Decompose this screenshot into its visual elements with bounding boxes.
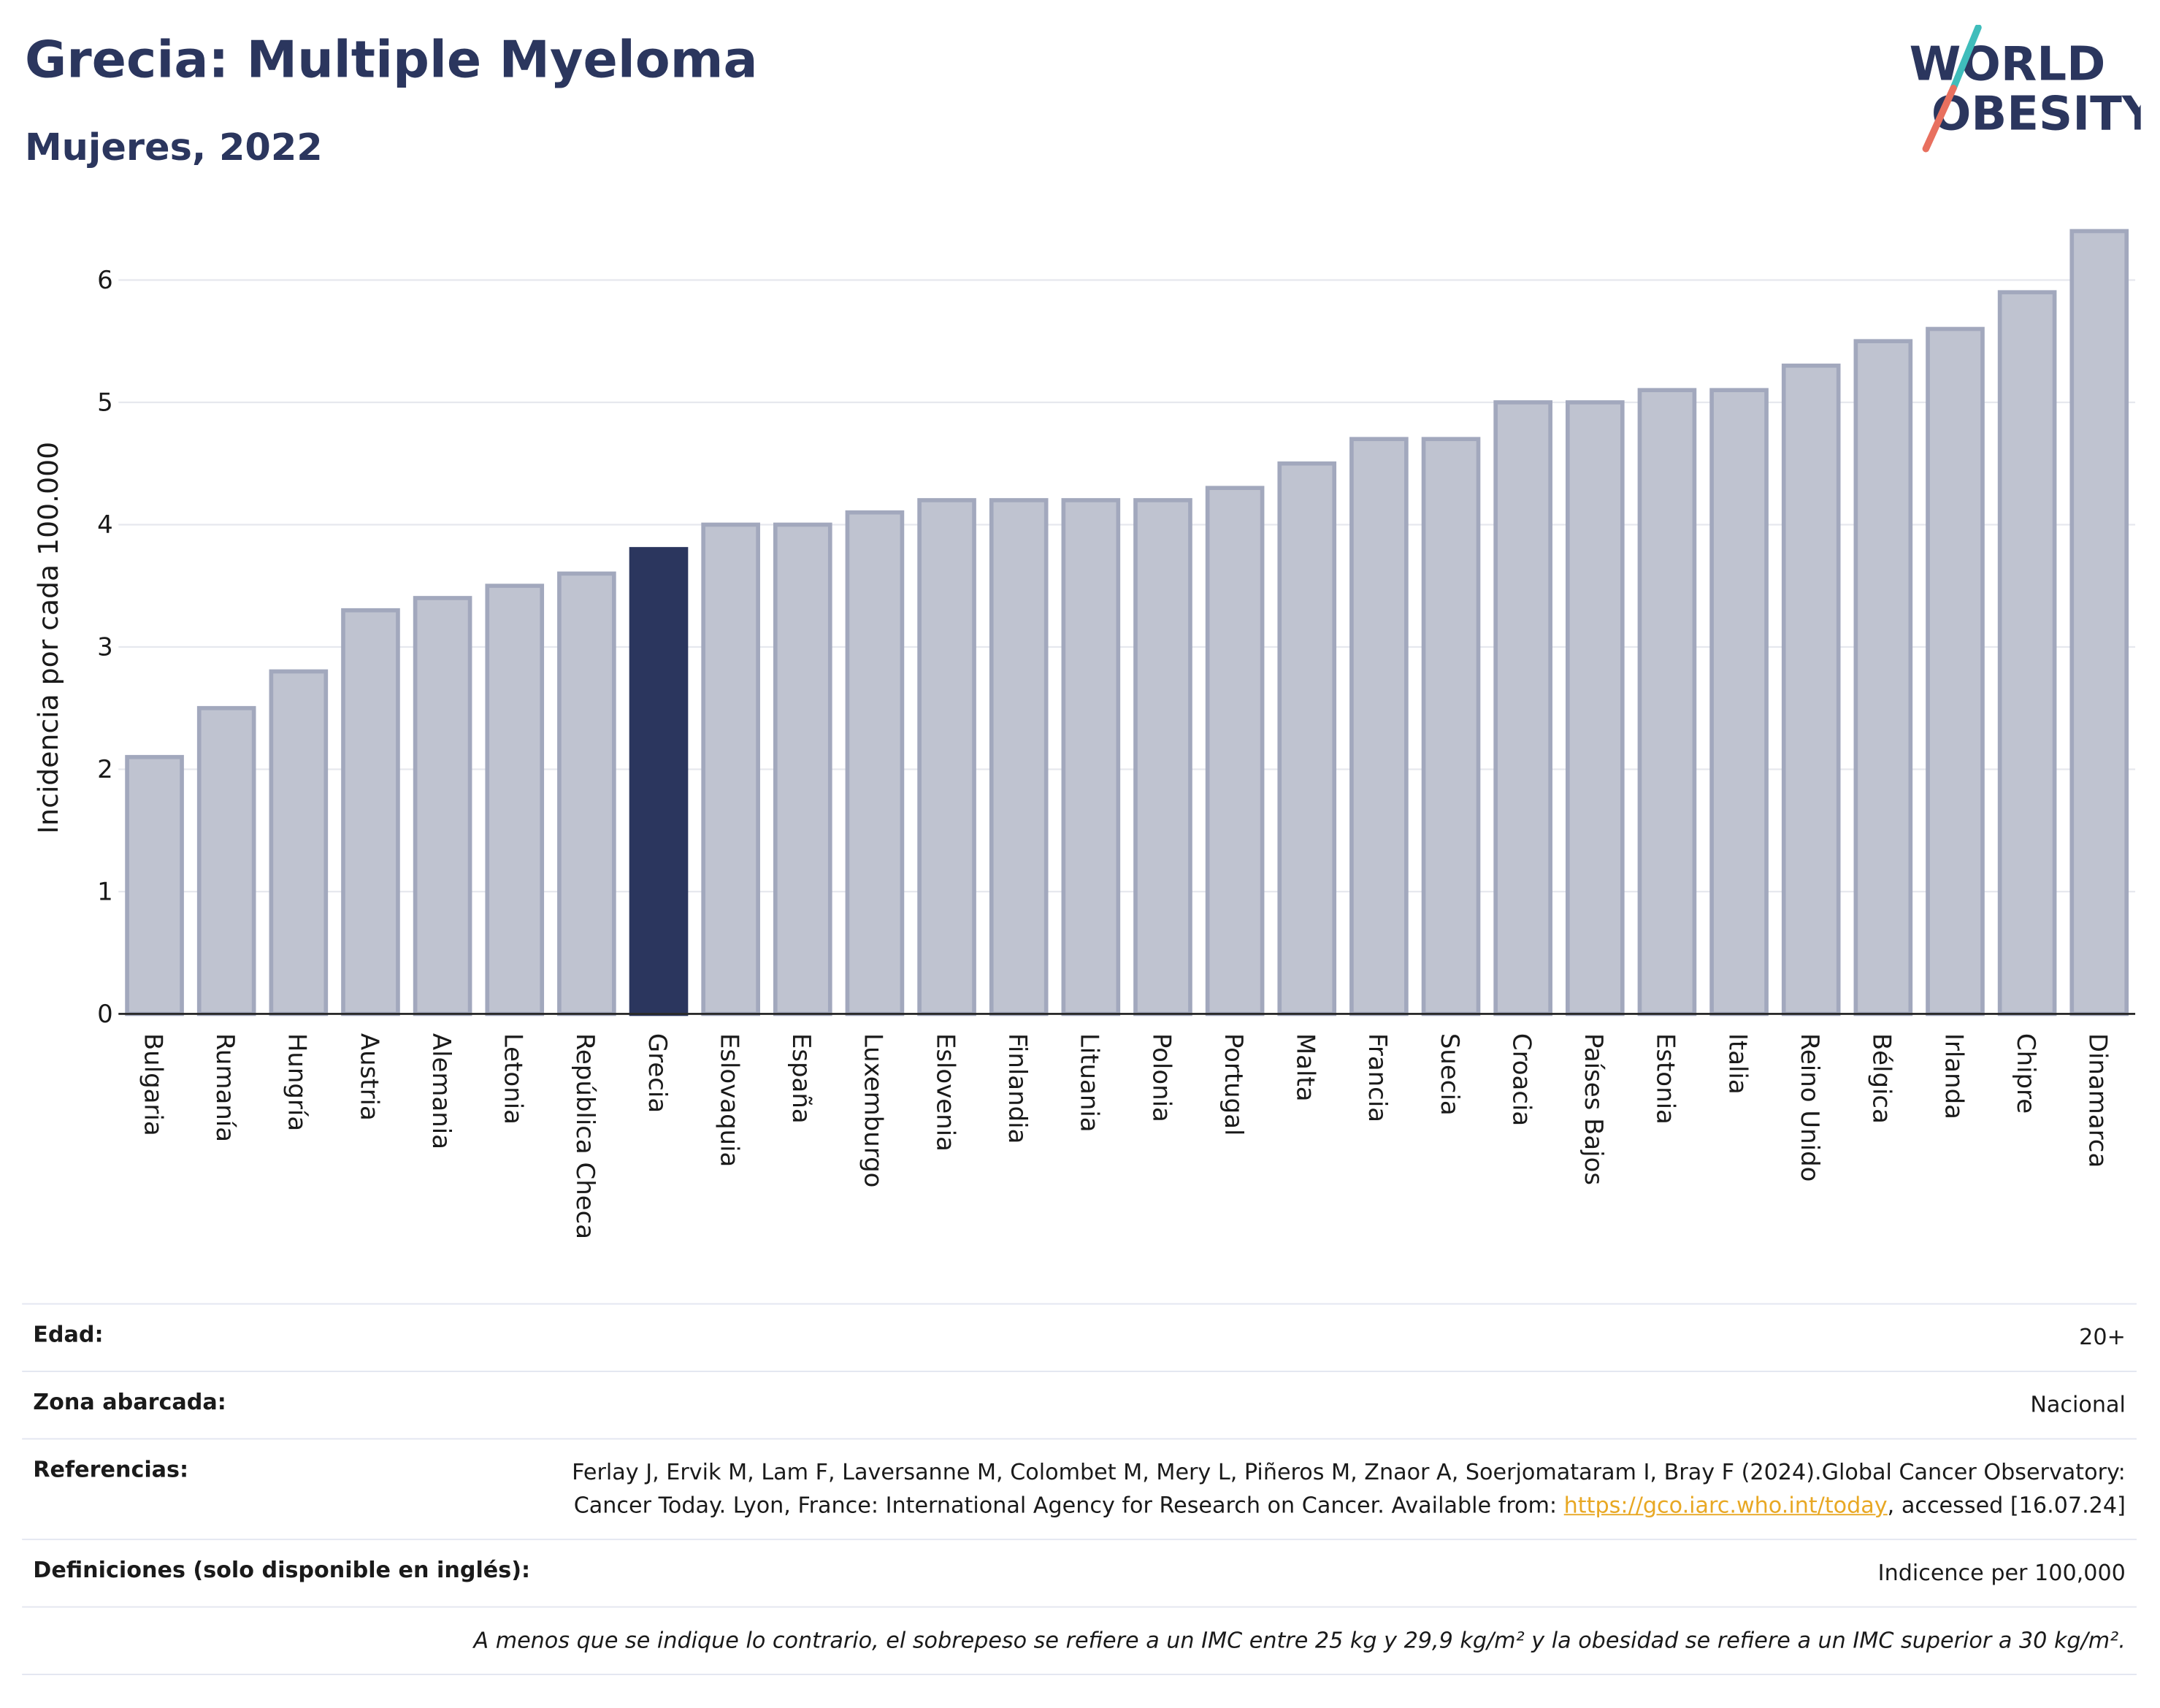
references-accessed: , accessed [16.07.24] [1887, 1492, 2126, 1518]
x-tick-label: Alemania [426, 1033, 456, 1149]
x-tick-label: Italia [1723, 1033, 1752, 1095]
references-text: Ferlay J, Ervik M, Lam F, Laversanne M, … [572, 1458, 2126, 1518]
info-row-definitions: Definiciones (solo disponible en inglés)… [22, 1539, 2137, 1606]
x-tick-label: Irlanda [1939, 1033, 1968, 1119]
definitions-label: Definiciones (solo disponible en inglés)… [33, 1556, 531, 1583]
x-tick-label: Dinamarca [2083, 1033, 2113, 1168]
bar [125, 754, 184, 1016]
bar [1926, 326, 1985, 1016]
bar [1493, 400, 1552, 1016]
x-tick-label: Eslovenia [930, 1033, 960, 1152]
bar [1061, 498, 1121, 1016]
x-tick-label: Hungría [283, 1033, 312, 1131]
bar [485, 583, 545, 1016]
info-table: Edad: 20+ Zona abarcada: Nacional Refere… [22, 1303, 2137, 1675]
bar [1421, 437, 1481, 1016]
page-subtitle: Mujeres, 2022 [24, 126, 323, 170]
bar [1709, 388, 1769, 1016]
area-label: Zona abarcada: [33, 1388, 226, 1415]
bar [773, 522, 832, 1016]
x-tick-label: Austria [354, 1033, 383, 1121]
y-tick-label: 4 [97, 510, 113, 540]
definitions-value: Indicence per 100,000 [1877, 1559, 2126, 1586]
bar [917, 498, 976, 1016]
bar [1277, 461, 1337, 1016]
y-tick-label: 3 [97, 632, 113, 662]
logo-slash-top [1950, 24, 1982, 92]
references-label: Referencias: [33, 1456, 189, 1482]
bar-chart: 0 1 2 3 4 5 6 Bulgaria Rumanía Hungría Austria Alem… [32, 229, 2136, 1239]
bar [1997, 290, 2057, 1016]
bar [196, 705, 256, 1016]
references-value: Ferlay J, Ervik M, Lam F, Laversanne M, … [569, 1456, 2126, 1523]
x-tick-label: República Checa [570, 1033, 600, 1239]
logo-line1: WORLD [1910, 37, 2106, 91]
x-tick-label: Croacia [1506, 1033, 1536, 1126]
info-row-references: Referencias: Ferlay J, Ervik M, Lam F, L… [22, 1438, 2137, 1539]
x-tick-label: Suecia [1435, 1033, 1464, 1116]
bar [1133, 498, 1192, 1016]
bar [1853, 339, 1913, 1016]
bar [1565, 400, 1625, 1016]
y-axis-title: Incidencia por cada 100.000 [32, 442, 64, 834]
y-tick-label: 2 [97, 755, 113, 784]
logo-slash-bottom [1922, 85, 1957, 153]
bar [341, 608, 400, 1016]
bar [1781, 363, 1841, 1016]
y-tick-label: 6 [97, 266, 113, 295]
x-tick-label: Rumanía [210, 1033, 240, 1142]
x-tick-label: Bulgaria [138, 1033, 167, 1136]
x-tick-label: Bélgica [1867, 1033, 1896, 1124]
x-tick-label: Reino Unido [1795, 1033, 1824, 1182]
bar [413, 596, 472, 1016]
x-tick-label: Chipre [2011, 1033, 2040, 1114]
bar [989, 498, 1049, 1016]
y-tick-label: 0 [97, 1000, 113, 1029]
info-row-area: Zona abarcada: Nacional [22, 1371, 2137, 1438]
bar [1349, 437, 1409, 1016]
x-tick-label: España [786, 1033, 816, 1124]
bar [557, 571, 616, 1016]
bmi-note: A menos que se indique lo contrario, el … [473, 1626, 2126, 1653]
x-tick-label: Luxemburgo [859, 1033, 888, 1188]
x-tick-label: Finlandia [1003, 1033, 1032, 1144]
age-label: Edad: [33, 1321, 104, 1347]
page-title: Grecia: Multiple Myeloma [24, 30, 758, 90]
bar [1205, 486, 1265, 1016]
bar [1637, 388, 1697, 1016]
bar [701, 522, 760, 1016]
x-tick-label: Letonia [499, 1033, 528, 1125]
x-tick-label: Grecia [643, 1033, 672, 1113]
info-row-note: A menos que se indique lo contrario, el … [22, 1606, 2137, 1675]
x-tick-label: Malta [1291, 1033, 1320, 1102]
logo-line2: OBESITY [1931, 86, 2141, 141]
area-value: Nacional [2030, 1391, 2126, 1418]
y-tick-label: 1 [97, 877, 113, 906]
info-row-age: Edad: 20+ [22, 1303, 2137, 1371]
x-tick-label: Polonia [1146, 1033, 1176, 1122]
x-tick-label: Estonia [1651, 1033, 1680, 1125]
x-tick-label: Países Bajos [1579, 1033, 1608, 1185]
x-tick-label: Francia [1363, 1033, 1392, 1122]
y-tick-label: 5 [97, 388, 113, 417]
x-tick-label: Lituania [1075, 1033, 1104, 1133]
bar-highlight [629, 547, 689, 1016]
x-tick-label: Eslovaquia [714, 1033, 743, 1167]
age-value: 20+ [2079, 1323, 2126, 1350]
bar [845, 510, 905, 1016]
bar [269, 669, 329, 1016]
x-tick-label: Portugal [1219, 1033, 1248, 1136]
references-link[interactable]: https://gco.iarc.who.int/today [1563, 1492, 1888, 1518]
world-obesity-logo: WORLD OBESITY [1910, 24, 2141, 153]
bar [2069, 229, 2129, 1016]
